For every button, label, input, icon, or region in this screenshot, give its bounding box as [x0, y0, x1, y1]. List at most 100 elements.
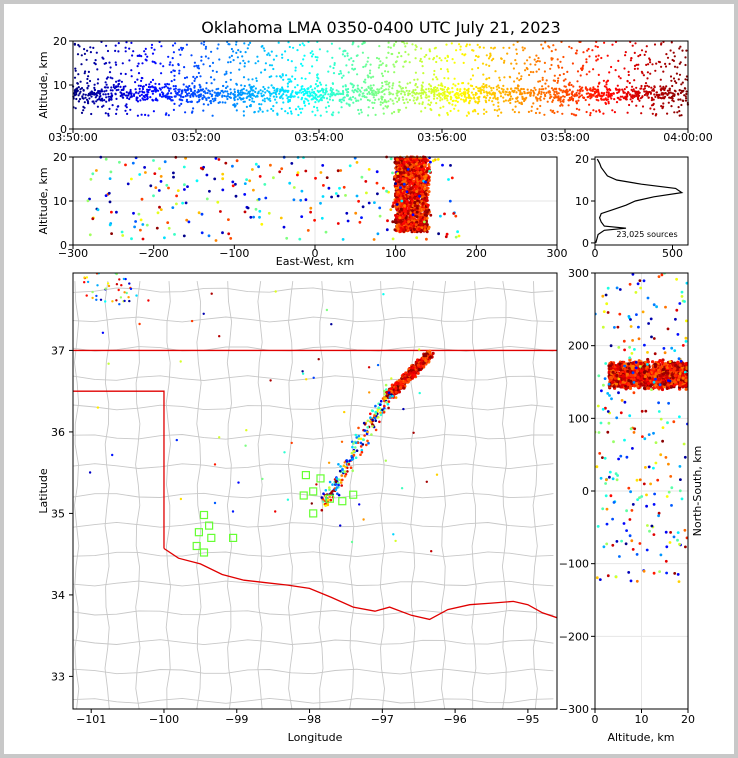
time-source-point — [178, 104, 181, 107]
time-source-point — [146, 95, 149, 98]
ew-source-point — [234, 182, 237, 186]
ew-source-point — [402, 177, 406, 181]
time-source-point — [685, 97, 688, 100]
time-source-point — [430, 88, 433, 91]
time-source-point — [506, 52, 509, 55]
ew-source-point — [420, 190, 424, 194]
time-source-point — [446, 88, 449, 91]
time-source-point — [625, 95, 628, 99]
ew-source-point — [395, 158, 399, 162]
time-source-point — [245, 89, 248, 92]
time-source-point — [544, 87, 547, 90]
time-source-point — [350, 57, 353, 60]
time-source-point — [128, 97, 131, 101]
time-source-point — [240, 93, 243, 96]
time-source-point — [86, 86, 89, 89]
time-source-point — [405, 42, 409, 45]
time-source-point — [350, 98, 353, 101]
ew-source-point — [296, 171, 300, 175]
time-source-point — [553, 111, 556, 115]
time-source-point — [109, 76, 112, 79]
ew-source-point — [309, 210, 312, 214]
time-source-point — [365, 89, 368, 92]
time-source-point — [282, 101, 285, 104]
time-source-point — [204, 45, 208, 49]
time-source-point — [127, 92, 130, 95]
time-source-point — [366, 60, 369, 63]
time-source-point — [160, 45, 163, 48]
time-source-point — [660, 93, 664, 96]
time-source-point — [500, 57, 503, 60]
time-source-point — [609, 93, 612, 96]
time-source-point — [105, 44, 108, 47]
ew-source-point — [415, 170, 419, 174]
time-source-point — [249, 94, 252, 98]
time-source-point — [93, 61, 96, 65]
time-source-point — [300, 62, 303, 65]
time-source-point — [308, 72, 311, 75]
time-source-point — [372, 75, 375, 78]
time-source-point — [103, 86, 106, 89]
time-source-point — [314, 55, 317, 59]
time-source-point — [345, 102, 348, 105]
time-source-point — [568, 96, 571, 100]
time-source-point — [510, 62, 513, 65]
time-source-point — [637, 63, 640, 66]
time-source-point — [669, 75, 673, 78]
time-source-point — [130, 69, 133, 72]
time-source-point — [388, 85, 391, 88]
time-source-point — [146, 93, 149, 96]
time-source-point — [644, 90, 648, 93]
time-source-point — [541, 85, 544, 88]
time-source-point — [451, 90, 454, 93]
time-source-point — [144, 113, 147, 116]
time-source-point — [325, 87, 328, 90]
time-source-point — [247, 78, 250, 81]
time-source-point — [444, 57, 447, 60]
time-source-point — [73, 92, 76, 95]
time-source-point — [146, 55, 149, 58]
time-source-point — [235, 43, 238, 46]
time-source-point — [332, 111, 335, 114]
time-source-point — [263, 87, 266, 91]
time-source-point — [264, 68, 267, 71]
time-source-point — [460, 94, 463, 97]
time-source-point — [471, 74, 475, 77]
time-source-point — [371, 101, 374, 104]
ew-source-point — [375, 181, 379, 185]
time-source-point — [122, 85, 125, 88]
time-source-point — [490, 86, 493, 90]
time-source-point — [302, 90, 305, 93]
time-source-point — [236, 102, 239, 105]
ew-source-point — [219, 210, 222, 213]
time-source-point — [393, 110, 396, 114]
time-source-point — [624, 54, 627, 57]
east-west-sources — [73, 155, 557, 245]
time-source-point — [585, 58, 588, 61]
time-source-point — [648, 90, 651, 94]
time-source-point — [309, 94, 312, 97]
time-source-point — [286, 85, 289, 88]
time-source-point — [541, 76, 544, 79]
ew-source-point — [427, 179, 431, 182]
time-source-point — [139, 84, 142, 87]
time-source-point — [192, 107, 195, 110]
time-source-point — [372, 84, 375, 87]
time-source-point — [82, 109, 85, 112]
time-source-point — [396, 100, 399, 103]
ew-source-point — [319, 201, 322, 205]
time-source-point — [224, 101, 227, 104]
ew-source-point — [413, 208, 417, 212]
ew-source-point — [422, 161, 425, 165]
time-source-point — [597, 73, 600, 76]
time-source-point — [571, 91, 574, 94]
time-source-point — [649, 61, 652, 64]
time-source-point — [462, 91, 466, 94]
time-source-point — [550, 87, 554, 90]
ew-source-point — [208, 189, 211, 193]
time-source-point — [83, 48, 86, 51]
time-source-point — [314, 101, 317, 104]
time-source-point — [575, 94, 578, 97]
time-source-point — [364, 65, 367, 68]
